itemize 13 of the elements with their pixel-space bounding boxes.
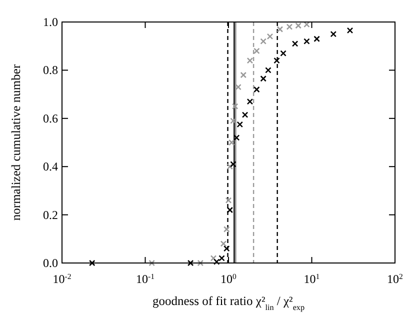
y-tick-label: 0.8 [43, 63, 58, 78]
x-tick-label: 10$^{-2}$ [52, 272, 72, 286]
y-tick-label: 0.2 [43, 208, 58, 222]
y-axis-title: normalized cumulative number [9, 64, 23, 221]
y-tick-label: 0.0 [43, 256, 58, 270]
y-tick-label: 0.4 [43, 160, 58, 174]
x-tick-label: 10$^{0}$ [220, 272, 237, 286]
x-tick-label: 10$^{2}$ [387, 272, 404, 286]
y-tick-label: 0.6 [43, 111, 58, 126]
y-tick-label: 1.0 [43, 15, 58, 29]
x-axis-title: goodness of fit ratio χ²$_{lin}$ / χ²$_{exp}$ [152, 294, 305, 312]
x-tick-label: 10$^{1}$ [304, 272, 320, 286]
x-tick-label: 10$^{-1}$ [136, 272, 155, 286]
